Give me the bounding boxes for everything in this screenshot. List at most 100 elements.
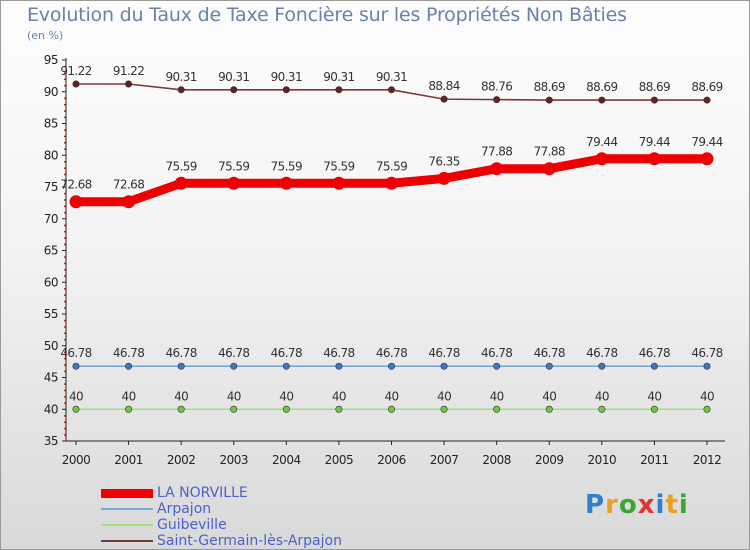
y-tick-label: 80 [44,148,58,162]
data-point [595,152,609,166]
y-minor-tick [64,307,66,309]
data-point [545,362,553,370]
data-label: 46.78 [639,346,670,360]
y-tick-label: 35 [44,434,58,448]
data-label: 76.35 [428,154,459,168]
logo-letter: P [585,490,606,520]
y-minor-tick [64,84,66,87]
data-label: 88.69 [691,80,722,94]
data-point [282,362,290,370]
x-tick-label: 2011 [640,453,669,467]
legend: LA NORVILLE Arpajon Guibeville Saint-Germai… [101,485,361,549]
data-label: 40 [332,389,346,403]
logo-letter: x [637,490,656,520]
data-point [703,362,711,370]
y-minor-tick [64,370,66,373]
data-label: 40 [700,389,714,403]
y-tick-label: 75 [44,180,58,194]
data-label: 46.78 [165,346,196,360]
y-minor-tick [64,65,66,68]
data-point [385,176,398,190]
data-point [437,171,451,185]
data-label: 40 [490,389,504,403]
data-label: 90.31 [271,70,302,84]
data-label: 91.22 [113,64,144,78]
data-point [545,405,553,413]
y-minor-tick [64,192,66,195]
legend-swatch [101,508,153,510]
data-label: 46.78 [691,346,722,360]
x-tick-label: 2003 [219,453,248,467]
y-minor-tick [64,199,66,201]
data-point [387,405,395,413]
y-minor-tick [64,180,66,182]
data-point [703,405,711,413]
data-label: 72.68 [113,178,144,192]
x-tick-label: 2010 [588,453,617,467]
logo-letter: o [618,490,638,520]
data-point [279,176,293,190]
logo-letter: i [655,490,666,520]
data-label: 88.84 [428,79,459,93]
data-label: 75.59 [165,159,196,173]
y-minor-tick [64,294,66,296]
y-minor-tick [64,326,66,328]
data-label: 40 [542,389,556,403]
data-label: 46.78 [218,346,249,360]
data-label: 90.31 [376,70,407,84]
data-point [493,405,501,413]
data-label: 40 [647,389,661,403]
legend-swatch [101,540,153,542]
data-point [177,86,185,94]
data-point [700,152,714,166]
data-point [122,195,136,209]
data-point [650,362,658,370]
data-label: 79.44 [639,135,670,149]
data-label: 77.88 [481,145,512,159]
data-point [387,86,395,94]
legend-label: Arpajon [157,501,212,517]
data-label: 77.88 [534,145,565,159]
data-point [230,405,238,413]
y-minor-tick [64,364,66,366]
data-label: 79.44 [691,135,722,149]
y-minor-tick [64,421,66,423]
y-minor-tick [64,103,66,106]
data-point [282,86,290,94]
data-point [230,86,238,94]
y-minor-tick [64,78,66,81]
data-label: 46.78 [323,346,354,360]
y-minor-tick [64,211,66,214]
y-tick-label: 55 [44,307,58,321]
y-minor-tick [64,275,66,277]
data-point [177,405,185,413]
data-label: 46.78 [586,346,617,360]
y-minor-tick [64,357,66,360]
data-label: 40 [437,389,451,403]
y-minor-tick [64,97,66,100]
logo-letter: t [665,490,679,520]
y-minor-tick [64,396,66,398]
data-label: 46.78 [481,346,512,360]
y-tick-label: 40 [44,402,58,416]
y-minor-tick [64,262,66,265]
data-label: 79.44 [586,135,617,149]
data-point [230,362,238,370]
legend-swatch [101,524,153,526]
data-label: 75.59 [218,159,249,173]
data-point [440,405,448,413]
legend-item: LA NORVILLE [101,485,361,501]
y-minor-tick [64,383,66,385]
y-minor-tick [64,389,66,392]
data-point [647,152,661,166]
data-label: 46.78 [534,346,565,360]
x-tick-label: 2005 [325,453,354,467]
y-minor-tick [64,173,66,176]
legend-swatch [101,488,153,498]
y-minor-tick [64,148,66,150]
data-label: 88.69 [586,80,617,94]
y-minor-tick [64,300,66,303]
y-tick-label: 90 [44,85,58,99]
data-label: 46.78 [428,346,459,360]
data-label: 88.76 [481,80,512,94]
